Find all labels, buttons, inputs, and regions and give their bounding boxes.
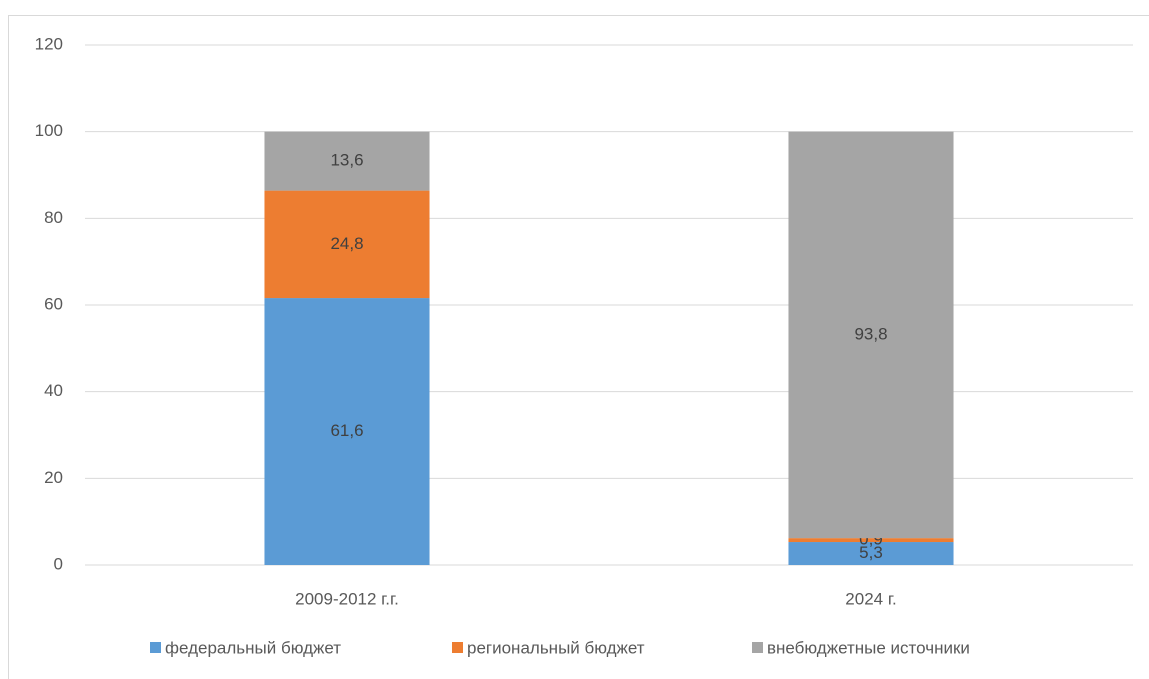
legend-swatch <box>150 642 161 653</box>
legend-label: внебюджетные источники <box>767 638 970 657</box>
bar-segment <box>264 190 430 299</box>
y-tick-label: 100 <box>35 121 63 140</box>
bar-segment <box>264 131 430 191</box>
y-tick-label: 0 <box>54 554 63 573</box>
legend-label: региональный бюджет <box>467 638 645 657</box>
data-label: 61,6 <box>330 421 363 440</box>
x-tick-label: 2024 г. <box>845 589 896 608</box>
bar-segment <box>788 542 954 565</box>
y-tick-label: 40 <box>44 381 63 400</box>
chart-border <box>8 15 1149 679</box>
bar-segment <box>264 298 430 565</box>
bar-segment <box>788 131 954 539</box>
legend-swatch <box>452 642 463 653</box>
y-tick-label: 20 <box>44 468 63 487</box>
x-tick-label: 2009-2012 г.г. <box>295 589 399 608</box>
y-tick-label: 60 <box>44 294 63 313</box>
data-label: 13,6 <box>330 151 363 170</box>
data-label: 24,8 <box>330 234 363 253</box>
data-label: 5,3 <box>859 543 883 562</box>
y-tick-label: 80 <box>44 208 63 227</box>
legend-label: федеральный бюджет <box>165 638 341 657</box>
data-label: 93,8 <box>854 324 887 343</box>
legend-swatch <box>752 642 763 653</box>
bar-segment <box>788 538 954 543</box>
y-tick-label: 120 <box>35 34 63 53</box>
